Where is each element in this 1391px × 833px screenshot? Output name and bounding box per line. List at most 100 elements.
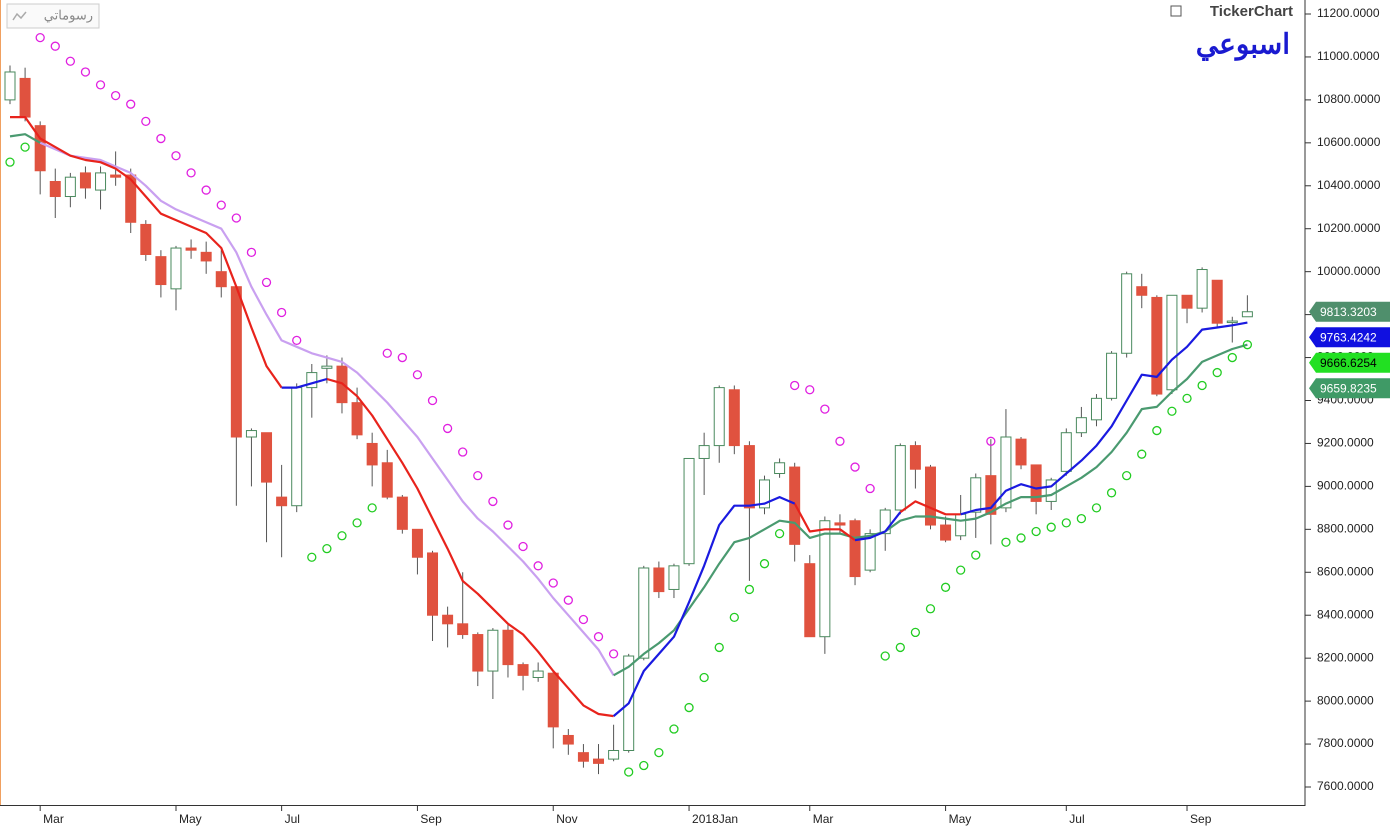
candle-body <box>245 430 257 438</box>
candle-body <box>321 365 333 369</box>
sar-dot <box>744 584 755 595</box>
x-tick-label: May <box>179 812 202 826</box>
x-tick-label: May <box>949 812 972 826</box>
y-tick-label: 10000.0000 <box>1317 264 1381 278</box>
sar-dot <box>307 552 317 562</box>
candle-body <box>985 475 997 515</box>
y-tick-label: 8200.0000 <box>1317 650 1374 664</box>
candle-body <box>668 565 680 590</box>
logo-icon <box>1170 5 1182 17</box>
candle-body <box>864 533 876 571</box>
sar-dot <box>126 99 136 109</box>
candle-body <box>713 387 725 447</box>
sar-dot <box>986 436 996 446</box>
y-tick-label: 8000.0000 <box>1317 693 1374 707</box>
sar-dot <box>95 80 106 90</box>
sar-dot <box>593 632 604 642</box>
sar-dot <box>1137 449 1147 459</box>
candle-body <box>411 528 423 558</box>
candle-body <box>200 251 212 262</box>
sar-dot <box>805 385 815 395</box>
indicator-line <box>281 321 1248 717</box>
candle-body <box>185 247 197 251</box>
candle-body <box>1151 296 1163 395</box>
sar-dot <box>820 404 830 414</box>
sar-dot <box>971 550 981 560</box>
sar-dot <box>835 436 845 446</box>
x-tick-label: Jul <box>285 812 300 826</box>
candle-body <box>487 629 499 672</box>
toolbar-button[interactable]: رسوماتي <box>6 3 100 29</box>
sar-dot <box>865 483 875 494</box>
sar-dot <box>5 157 15 167</box>
candle-body <box>1181 294 1193 309</box>
candle-body <box>577 752 589 762</box>
sar-dot <box>1061 518 1071 528</box>
candle-body <box>955 513 967 537</box>
y-tick-label: 11200.0000 <box>1317 6 1380 20</box>
indicator-line <box>10 116 961 718</box>
sar-dot <box>578 614 589 625</box>
candle-body <box>562 734 574 745</box>
candle-body <box>1166 294 1178 391</box>
sar-dot <box>110 90 121 101</box>
candle-body <box>608 749 620 760</box>
candle-body <box>276 496 288 507</box>
sar-dot <box>322 544 332 554</box>
sar-dot <box>367 503 377 513</box>
candle-body <box>1136 286 1148 296</box>
candle-body <box>442 614 454 625</box>
sar-dot <box>337 531 347 541</box>
price-tag-label: 9666.6254 <box>1320 356 1377 370</box>
sar-dot <box>1122 471 1132 481</box>
sar-dot <box>956 565 966 575</box>
candle-body <box>1075 417 1087 434</box>
y-tick-label: 11000.0000 <box>1317 49 1380 63</box>
candle-body <box>502 629 514 666</box>
sar-dot <box>261 277 272 288</box>
candle-body <box>683 457 695 565</box>
y-tick-label: 9200.0000 <box>1317 436 1374 450</box>
candle-body <box>64 176 76 198</box>
sar-dot <box>1076 513 1087 524</box>
sar-dot <box>352 518 362 528</box>
candle-body <box>34 125 46 172</box>
y-tick-label: 7600.0000 <box>1317 779 1374 793</box>
indicator-line <box>39 141 615 676</box>
sar-dot <box>1167 406 1177 416</box>
sar-dot <box>473 471 483 481</box>
sar-dot <box>880 651 890 661</box>
sar-dot <box>533 561 543 571</box>
sar-dot <box>35 32 45 43</box>
sar-dot <box>639 760 649 771</box>
candle-body <box>4 71 16 101</box>
candle-body <box>849 520 861 578</box>
candle-body <box>306 372 318 389</box>
sar-dot <box>895 642 905 653</box>
sar-dot <box>442 423 453 434</box>
sar-dot <box>246 247 257 257</box>
candle-body <box>759 479 770 509</box>
sar-dot <box>548 578 558 588</box>
candle-body <box>427 552 439 616</box>
candle-body <box>819 520 831 638</box>
sar-dot <box>50 41 60 51</box>
x-tick-label: Jul <box>1069 812 1084 826</box>
sar-dot <box>292 335 302 346</box>
candle-body <box>909 445 921 470</box>
price-tag-label: 9763.4242 <box>1320 330 1377 344</box>
candle-body <box>170 247 182 290</box>
candle-body <box>1196 269 1208 309</box>
candle-body <box>774 462 786 475</box>
candle-body <box>155 256 167 286</box>
candle-body <box>49 180 61 198</box>
candle-body <box>351 402 363 436</box>
candle-body <box>653 567 665 593</box>
candle-body <box>1121 273 1133 354</box>
toolbar-icon <box>12 11 27 21</box>
sar-dot <box>171 151 181 161</box>
x-tick-label: Nov <box>556 812 577 826</box>
sar-dot <box>186 168 196 178</box>
sar-dot <box>1197 380 1207 391</box>
